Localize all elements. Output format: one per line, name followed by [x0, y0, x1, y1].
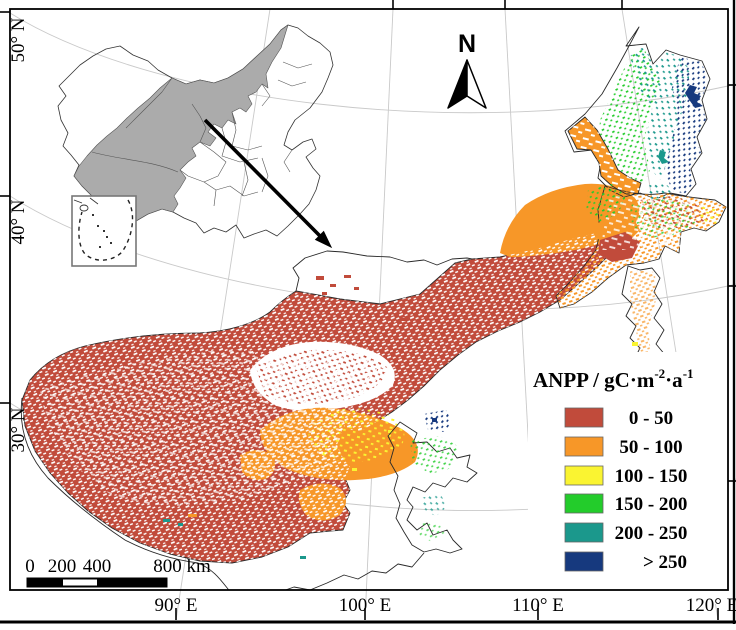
north-arrow-left-half: [447, 59, 468, 109]
hulunbuir-region: [564, 26, 711, 200]
legend-label: 100 - 150: [615, 466, 688, 487]
lon-label-120e: 120° E: [686, 595, 736, 616]
map-frame: [9, 8, 729, 591]
scale-label-0: 0: [25, 556, 35, 577]
legend-row: 0 - 50: [564, 407, 673, 429]
legend-row: > 250: [564, 551, 687, 573]
lat-label-30n: 30° N: [8, 407, 29, 452]
legend-row: 150 - 200: [564, 493, 688, 515]
alxa-desert-speckles: [316, 275, 406, 321]
scale-bar-white-segment: [63, 579, 97, 586]
lon-label-110e: 110° E: [512, 595, 564, 616]
mongolia-border-line: [292, 250, 473, 292]
legend-row: 200 - 250: [564, 522, 688, 544]
latitude-labels: 50° N 40° N 30° N: [8, 17, 29, 452]
north-arrow-right-half: [466, 59, 487, 109]
north-arrow-label: N: [458, 30, 476, 58]
longitude-labels: 90° E 100° E 110° E 120° E: [155, 595, 736, 616]
legend-swatch-gt-250: [564, 551, 604, 572]
southwest-grassland-region: [21, 183, 640, 564]
west-sichuan-region: [387, 410, 478, 554]
legend-swatch-50-100: [564, 436, 604, 457]
legend-label: > 250: [643, 552, 687, 573]
scale-label-400: 400: [83, 556, 112, 577]
locator-arrow: [203, 118, 333, 249]
legend-swatch-200-250: [564, 522, 604, 543]
lon-label-90e: 90° E: [155, 595, 198, 616]
south-china-sea-inset: [71, 195, 137, 267]
legend-title: ANPP / gC·m-2·a-1: [533, 366, 694, 392]
legend-background: [528, 352, 734, 604]
lat-label-40n: 40° N: [8, 199, 29, 244]
legend-swatch-100-150: [564, 465, 604, 486]
lon-label-100e: 100° E: [339, 595, 391, 616]
east-inner-mongolia-region: [555, 182, 727, 309]
legend-row: 50 - 100: [564, 436, 683, 458]
scale-bar: 0 200 400 800 km: [25, 556, 211, 588]
china-inset-map: [57, 24, 334, 267]
scale-label-800km: 800 km: [153, 556, 211, 577]
legend: ANPP / gC·m-2·a-1 0 - 50 50 - 100 100 - …: [528, 352, 734, 604]
lat-label-50n: 50° N: [8, 17, 29, 62]
legend-label: 150 - 200: [615, 494, 688, 515]
legend-label: 50 - 100: [619, 437, 682, 458]
legend-label: 0 - 50: [629, 408, 673, 429]
legend-label: 200 - 250: [615, 523, 688, 544]
north-arrow: N: [447, 30, 487, 109]
province-borders: [91, 61, 313, 207]
legend-swatch-150-200: [564, 493, 604, 514]
south-tibet-outline: [20, 397, 425, 590]
legend-swatch-0-50: [564, 407, 604, 428]
scale-label-200: 200: [48, 556, 77, 577]
legend-row: 100 - 150: [564, 465, 688, 487]
